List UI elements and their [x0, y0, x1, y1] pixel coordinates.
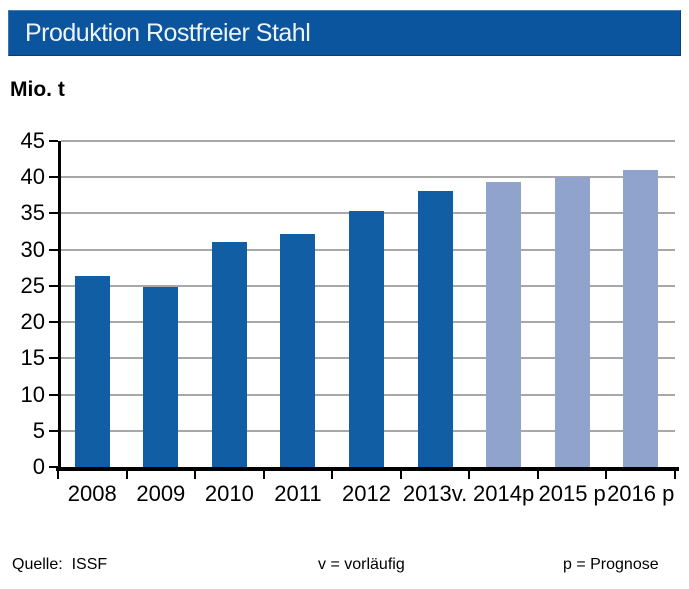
- y-axis-tick: [49, 248, 58, 251]
- bar-2009: [143, 286, 179, 467]
- x-axis-tick: [57, 471, 59, 479]
- x-axis-tick: [194, 471, 197, 479]
- y-axis-line: [58, 141, 61, 471]
- x-tick-label: 2014p: [473, 481, 535, 506]
- y-tick-label: 25: [20, 272, 45, 298]
- bar-2012: [349, 210, 384, 467]
- y-tick-label: 10: [20, 381, 45, 407]
- y-tick-label: 0: [32, 454, 45, 479]
- y-axis-tick: [49, 176, 58, 179]
- y-axis-tick: [49, 466, 58, 468]
- x-tick-label: 2009: [136, 481, 186, 506]
- bar-2016 p: [623, 169, 659, 467]
- bar-2010: [211, 241, 247, 467]
- x-axis-tick: [536, 471, 539, 479]
- y-tick-label: 35: [20, 200, 45, 226]
- x-tick-label: 2013v.: [402, 481, 468, 506]
- x-axis-tick: [331, 471, 334, 479]
- y-axis-tick: [49, 357, 58, 360]
- forecast-note: p = Prognose: [563, 556, 659, 573]
- y-axis-tick: [49, 393, 58, 396]
- gridline: [61, 140, 675, 142]
- bar-2008: [74, 276, 110, 467]
- x-axis-tick: [399, 471, 402, 479]
- x-tick-label: 2010: [204, 481, 254, 506]
- x-axis-line: [56, 467, 679, 471]
- x-tick-label: 2015 p: [538, 481, 606, 506]
- source-note: Quelle: ISSF: [12, 556, 108, 573]
- y-tick-label: 20: [20, 309, 45, 335]
- bar-2014p: [486, 182, 522, 467]
- preliminary-note: v = vorläufig: [318, 556, 405, 573]
- x-tick-label: 2012: [342, 481, 391, 506]
- x-axis-tick: [125, 471, 128, 479]
- y-axis-tick: [49, 140, 58, 142]
- bar-2015 p: [554, 177, 590, 467]
- x-axis-tick: [262, 471, 265, 479]
- bar-2013v.: [417, 190, 453, 467]
- gridline: [61, 176, 675, 179]
- page-title: Produktion Rostfreier Stahl: [25, 18, 311, 47]
- y-tick-label: 40: [20, 164, 45, 190]
- y-axis-tick: [49, 321, 58, 324]
- x-tick-label: 2008: [67, 481, 117, 506]
- y-axis-tick: [49, 284, 58, 287]
- y-tick-label: 5: [32, 417, 45, 443]
- y-tick-label: 45: [20, 128, 45, 153]
- x-tick-label: 2016 p: [607, 481, 675, 506]
- y-axis-unit-label: Mio. t: [10, 78, 65, 101]
- title-bar: Produktion Rostfreier Stahl: [8, 10, 681, 56]
- bar-2011: [280, 234, 316, 467]
- x-axis-tick: [674, 471, 676, 479]
- x-tick-label: 2011: [274, 481, 322, 506]
- y-axis-tick: [49, 212, 58, 215]
- x-axis-tick: [605, 471, 608, 479]
- y-tick-label: 30: [20, 236, 45, 262]
- y-tick-label: 15: [20, 345, 45, 371]
- x-axis-tick: [468, 471, 471, 479]
- y-axis-tick: [49, 429, 58, 432]
